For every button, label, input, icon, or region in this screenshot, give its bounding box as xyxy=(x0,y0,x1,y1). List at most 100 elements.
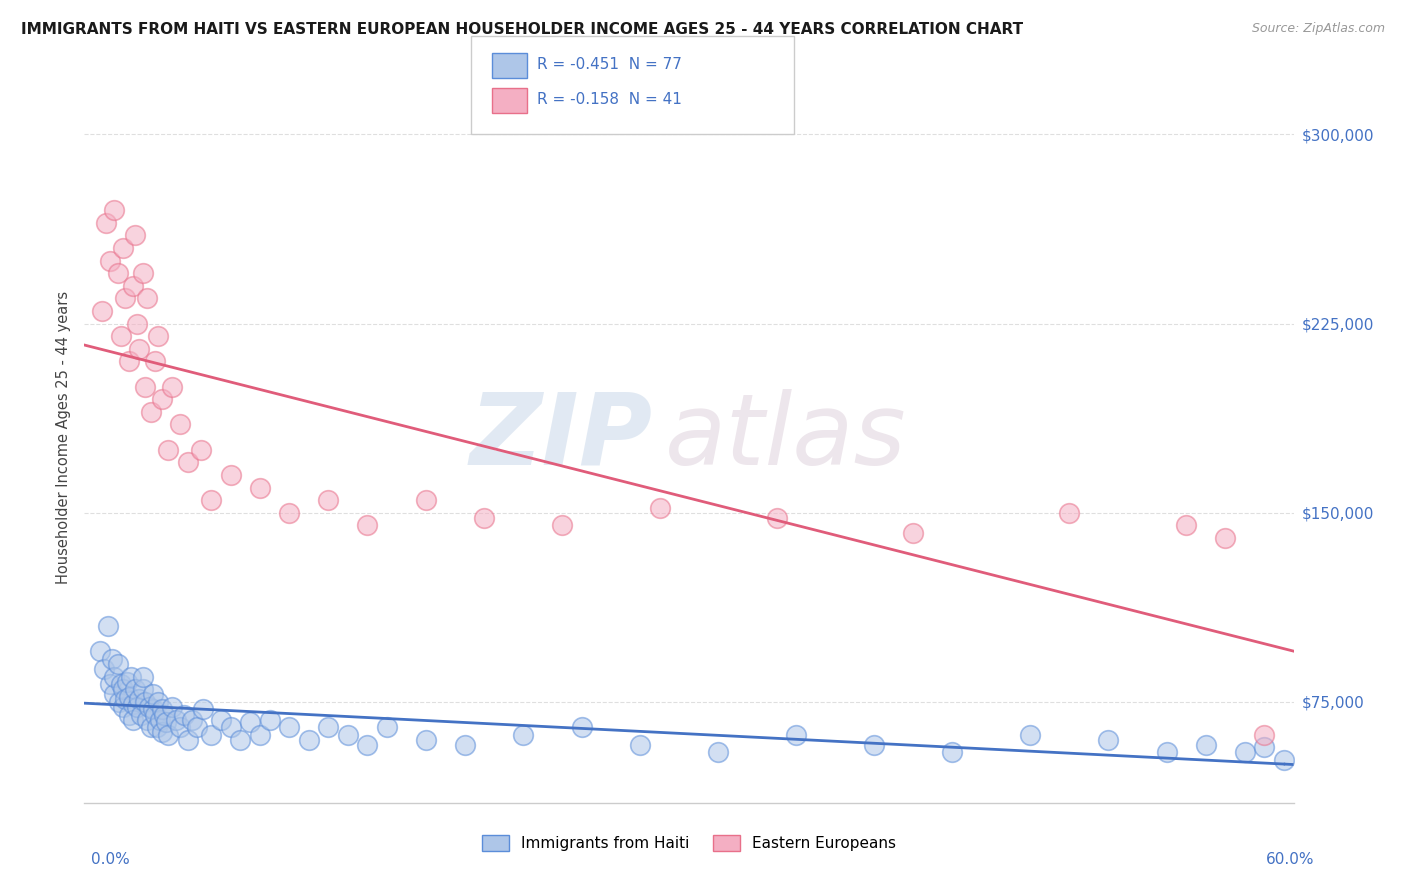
Point xyxy=(169,720,191,734)
Point xyxy=(157,442,180,457)
Point xyxy=(134,695,156,709)
Point xyxy=(93,662,115,676)
Point xyxy=(125,700,148,714)
Point xyxy=(1097,732,1119,747)
Point xyxy=(1253,740,1275,755)
Point xyxy=(148,329,170,343)
Point xyxy=(1057,506,1080,520)
Point xyxy=(157,728,180,742)
Point xyxy=(941,745,963,759)
Point xyxy=(551,518,574,533)
Point xyxy=(356,518,378,533)
Point xyxy=(148,695,170,709)
Point xyxy=(117,674,139,689)
Point xyxy=(219,467,242,482)
Point xyxy=(415,732,437,747)
Point xyxy=(128,342,150,356)
Point xyxy=(143,707,166,722)
Point xyxy=(278,720,301,734)
Point xyxy=(316,493,339,508)
Point xyxy=(785,728,807,742)
Point xyxy=(177,455,200,469)
Point xyxy=(571,720,593,734)
Y-axis label: Householder Income Ages 25 - 44 years: Householder Income Ages 25 - 44 years xyxy=(56,291,72,583)
Point xyxy=(153,707,176,722)
Point xyxy=(118,690,141,704)
Point xyxy=(149,713,172,727)
Point xyxy=(112,700,135,714)
Text: Source: ZipAtlas.com: Source: ZipAtlas.com xyxy=(1251,22,1385,36)
Legend: Immigrants from Haiti, Eastern Europeans: Immigrants from Haiti, Eastern Europeans xyxy=(475,829,903,857)
Point xyxy=(150,702,173,716)
Point xyxy=(124,682,146,697)
Point xyxy=(375,720,398,734)
Point xyxy=(193,702,215,716)
Point xyxy=(114,291,136,305)
Point xyxy=(249,481,271,495)
Point xyxy=(1195,738,1218,752)
Point xyxy=(200,728,222,742)
Text: 60.0%: 60.0% xyxy=(1267,852,1315,867)
Point xyxy=(98,253,121,268)
Point xyxy=(124,228,146,243)
Point xyxy=(114,692,136,706)
Point xyxy=(118,707,141,722)
Point xyxy=(125,317,148,331)
Point xyxy=(103,670,125,684)
Point xyxy=(1253,728,1275,742)
Point xyxy=(219,720,242,734)
Point xyxy=(135,291,157,305)
Point xyxy=(103,687,125,701)
Point xyxy=(903,525,925,540)
Point xyxy=(98,677,121,691)
Point xyxy=(177,732,200,747)
Point xyxy=(356,738,378,752)
Point xyxy=(118,354,141,368)
Point xyxy=(239,715,262,730)
Point xyxy=(97,619,120,633)
Point xyxy=(1272,753,1295,767)
Point xyxy=(128,692,150,706)
Point xyxy=(100,652,122,666)
Point xyxy=(139,405,162,419)
Point xyxy=(90,304,112,318)
Point xyxy=(160,379,183,393)
Text: atlas: atlas xyxy=(665,389,907,485)
Text: IMMIGRANTS FROM HAITI VS EASTERN EUROPEAN HOUSEHOLDER INCOME AGES 25 - 44 YEARS : IMMIGRANTS FROM HAITI VS EASTERN EUROPEA… xyxy=(21,22,1024,37)
Point xyxy=(132,266,155,280)
Point xyxy=(132,682,155,697)
Point xyxy=(512,728,534,742)
Point xyxy=(94,216,117,230)
Point xyxy=(139,720,162,734)
Point xyxy=(134,379,156,393)
Text: R = -0.158  N = 41: R = -0.158 N = 41 xyxy=(537,93,682,107)
Point xyxy=(863,738,886,752)
Point xyxy=(135,713,157,727)
Point xyxy=(173,707,195,722)
Point xyxy=(138,700,160,714)
Point xyxy=(278,506,301,520)
Point xyxy=(122,698,145,712)
Point xyxy=(143,354,166,368)
Point xyxy=(190,442,212,457)
Point xyxy=(112,682,135,697)
Point xyxy=(453,738,475,752)
Point xyxy=(298,732,321,747)
Point xyxy=(160,700,183,714)
Point xyxy=(765,510,787,524)
Point xyxy=(648,500,671,515)
Point xyxy=(122,278,145,293)
Point xyxy=(1233,745,1256,759)
Point xyxy=(112,241,135,255)
Point xyxy=(200,493,222,508)
Point xyxy=(209,713,232,727)
Point xyxy=(336,728,359,742)
Point xyxy=(1213,531,1236,545)
Point xyxy=(415,493,437,508)
Text: 0.0%: 0.0% xyxy=(91,852,131,867)
Point xyxy=(628,738,651,752)
Point xyxy=(142,687,165,701)
Point xyxy=(142,702,165,716)
Point xyxy=(110,677,132,691)
Point xyxy=(107,266,129,280)
